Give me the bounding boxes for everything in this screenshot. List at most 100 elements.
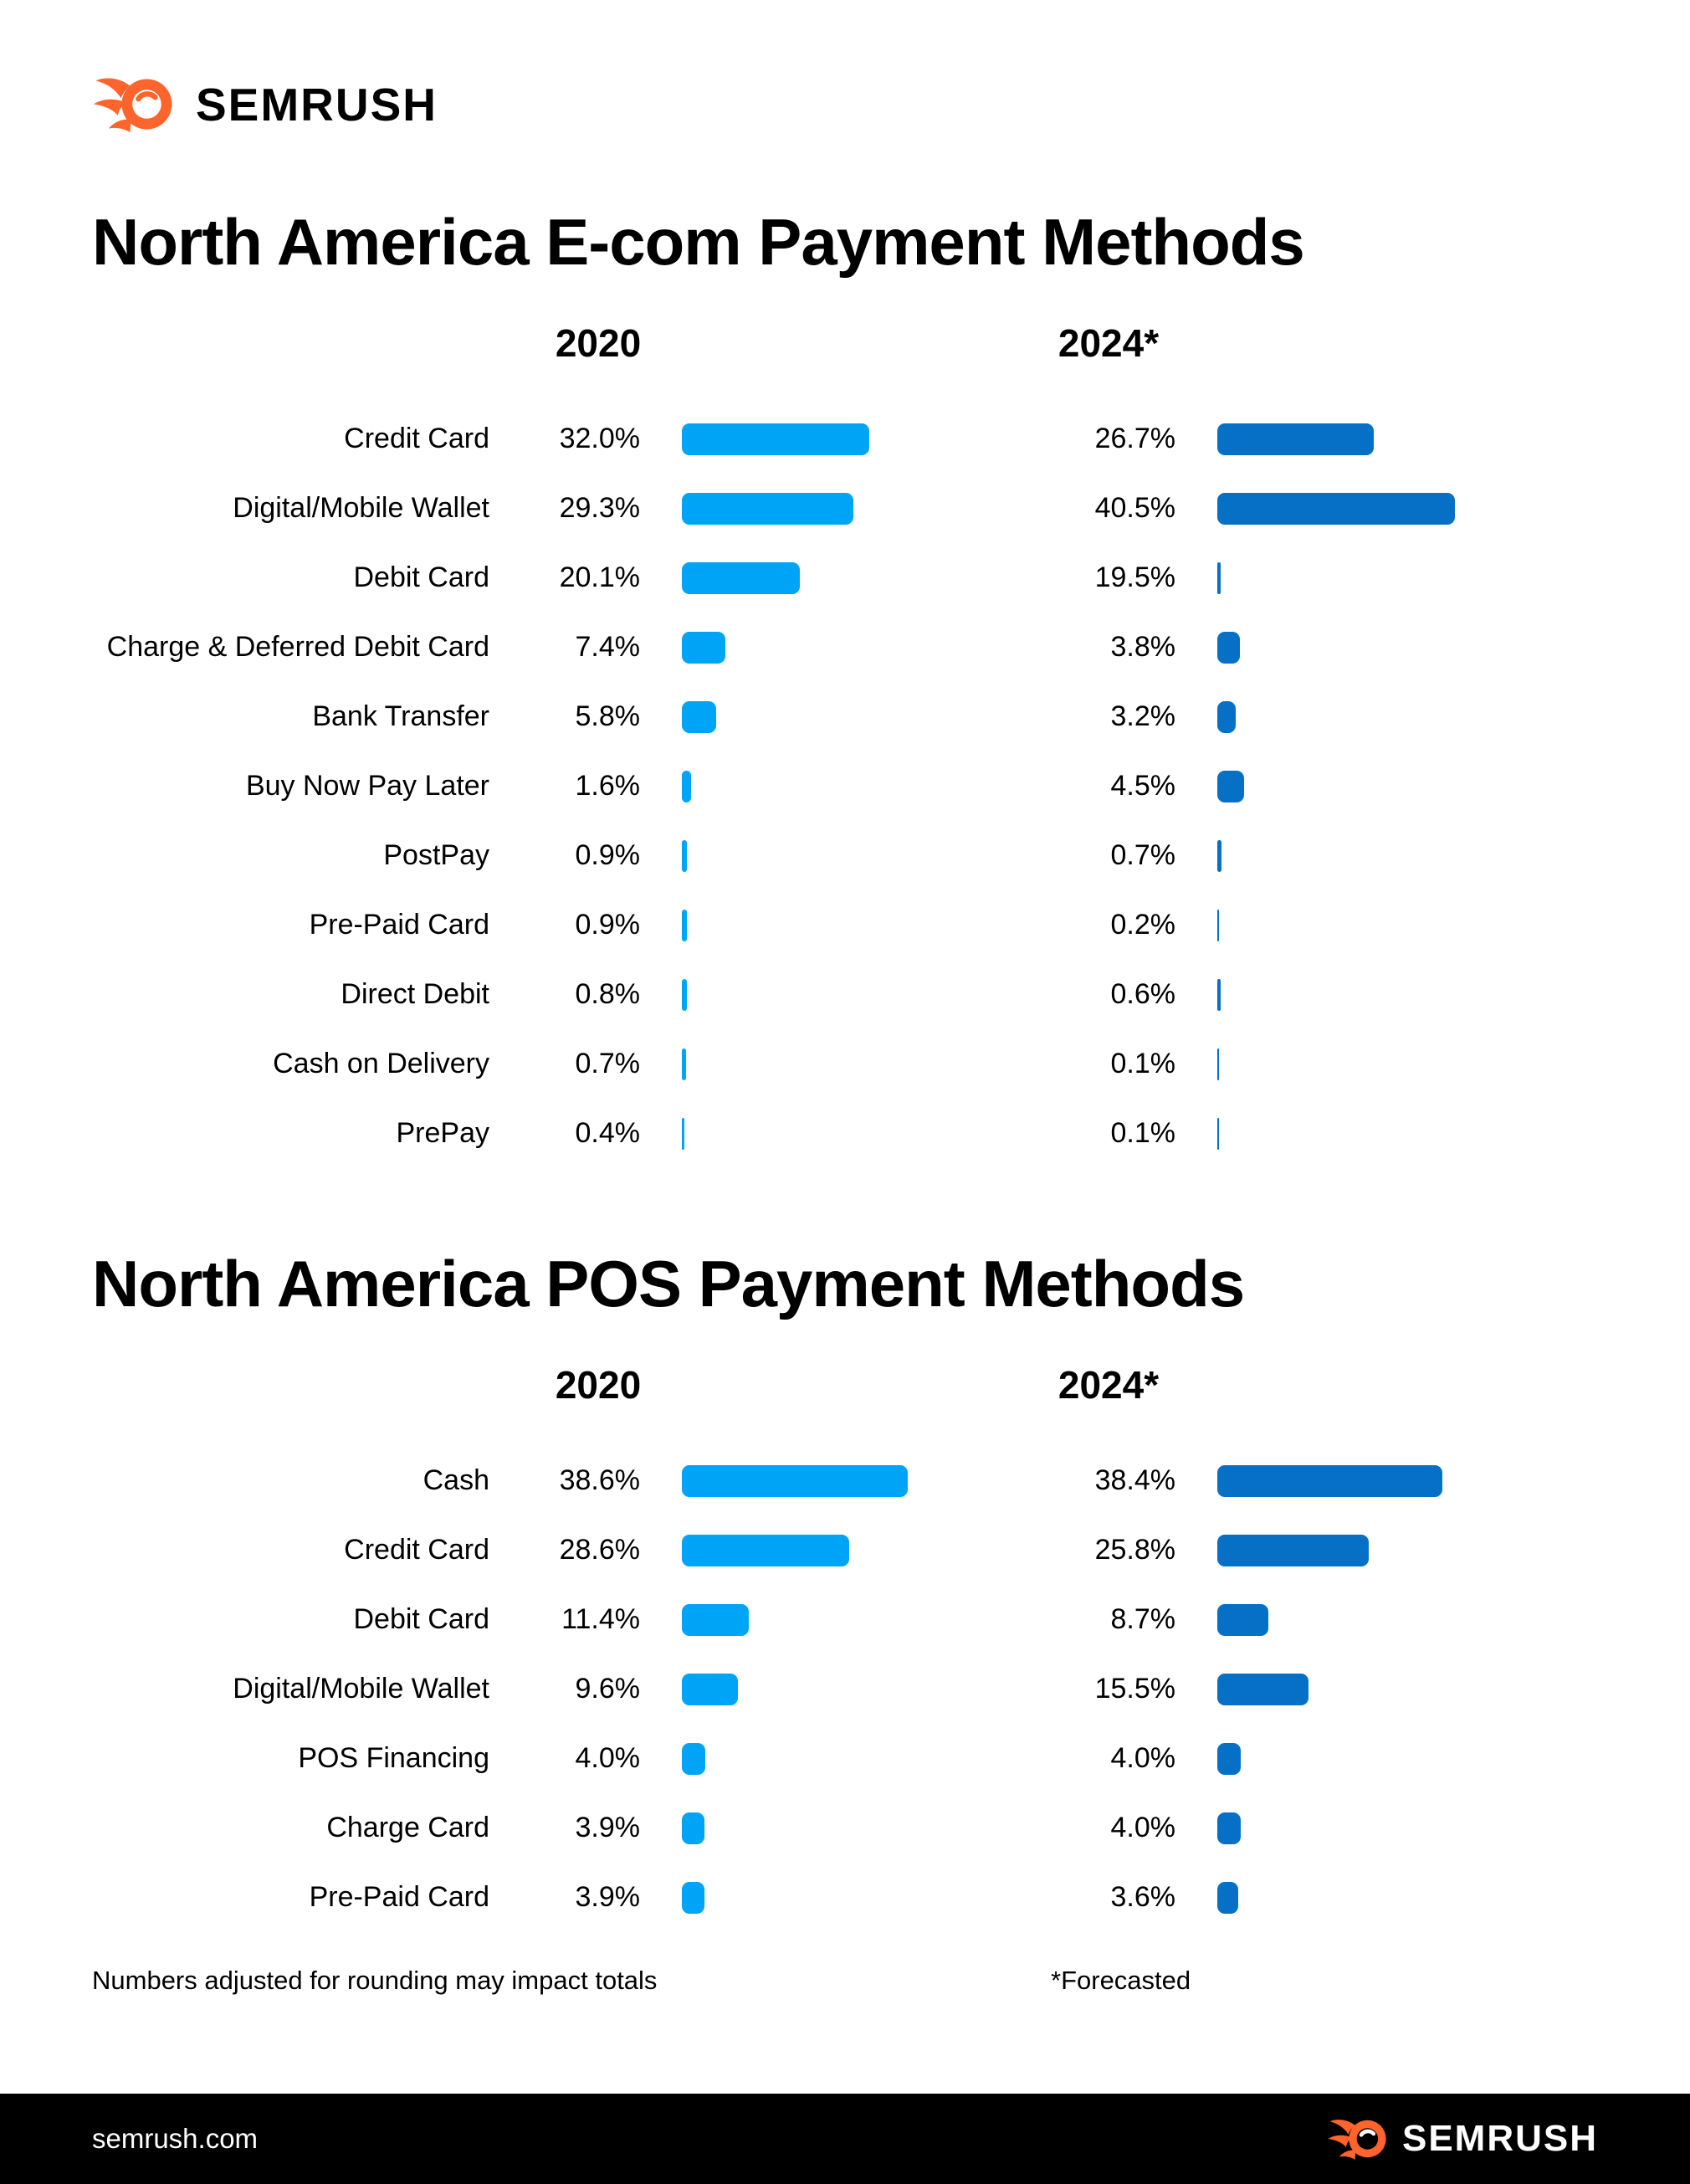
bar-2024 <box>1217 1117 1219 1150</box>
category-label: PostPay <box>383 839 489 872</box>
category-label: Debit Card <box>353 561 489 594</box>
value-2020: 11.4% <box>561 1603 640 1636</box>
bar-cell-2024 <box>1175 492 1598 525</box>
bar-cell-2024 <box>1175 1881 1598 1914</box>
chart-row: Digital/Mobile Wallet 9.6% 15.5% <box>92 1654 1598 1724</box>
semrush-flame-icon <box>92 74 176 135</box>
category-label: Pre-Paid Card <box>309 909 489 941</box>
value-2020: 0.4% <box>575 1117 641 1150</box>
bar-2024 <box>1217 1603 1268 1636</box>
chart-row: Buy Now Pay Later 1.6% 4.5% <box>92 751 1598 821</box>
chart-row: Charge & Deferred Debit Card 7.4% 3.8% <box>92 613 1598 682</box>
value-2020: 38.6% <box>559 1464 640 1497</box>
value-2020: 1.6% <box>575 770 641 802</box>
bar-cell-2024 <box>1175 1742 1598 1775</box>
value-2024: 3.2% <box>1110 700 1176 733</box>
bar-2024 <box>1217 909 1219 941</box>
chart-row: Pre-Paid Card 0.9% 0.2% <box>92 890 1598 960</box>
bar-cell-2020 <box>640 1464 1000 1497</box>
value-2020: 5.8% <box>575 700 641 733</box>
bar-cell-2020 <box>640 492 1000 525</box>
semrush-wordmark: SEMRUSH <box>196 78 438 131</box>
pos-chart-title: North America POS Payment Methods <box>92 1247 1245 1321</box>
bar-2024 <box>1217 1881 1239 1914</box>
value-2020: 0.7% <box>575 1048 641 1080</box>
chart-row: Debit Card 11.4% 8.7% <box>92 1585 1598 1654</box>
value-2020: 3.9% <box>575 1812 641 1844</box>
value-2024: 4.5% <box>1110 770 1176 802</box>
bar-2020 <box>682 1464 909 1497</box>
category-label: PrePay <box>396 1117 490 1150</box>
bar-2024 <box>1217 1812 1241 1844</box>
bar-2024 <box>1217 839 1221 872</box>
bar-cell-2024 <box>1175 561 1598 594</box>
bar-2024 <box>1217 700 1237 733</box>
category-label: Credit Card <box>344 1534 489 1566</box>
category-label: Credit Card <box>344 423 489 455</box>
footer-bar: semrush.com SEMRUSH <box>0 2094 1690 2184</box>
footer-logo: SEMRUSH <box>1327 2116 1598 2161</box>
bar-cell-2024 <box>1175 423 1598 455</box>
value-2020: 3.9% <box>575 1881 641 1914</box>
bar-cell-2024 <box>1175 1464 1598 1497</box>
footnotes: Numbers adjusted for rounding may impact… <box>92 1966 1598 1997</box>
category-label: Charge & Deferred Debit Card <box>106 631 489 664</box>
value-2024: 0.1% <box>1110 1048 1176 1080</box>
chart-row: Credit Card 32.0% 26.7% <box>92 404 1598 474</box>
bar-cell-2020 <box>640 978 1000 1011</box>
bar-cell-2020 <box>640 1048 1000 1080</box>
bar-cell-2020 <box>640 909 1000 941</box>
value-2024: 0.7% <box>1110 839 1176 872</box>
bar-2020 <box>682 1812 705 1844</box>
chart-row: Digital/Mobile Wallet 29.3% 40.5% <box>92 474 1598 543</box>
bar-cell-2020 <box>640 1603 1000 1636</box>
bar-2024 <box>1217 1534 1369 1566</box>
bar-cell-2020 <box>640 1534 1000 1566</box>
chart-row: Bank Transfer 5.8% 3.2% <box>92 682 1598 751</box>
value-2024: 3.6% <box>1110 1881 1176 1914</box>
bar-2020 <box>682 909 688 941</box>
bar-2024 <box>1217 978 1221 1011</box>
value-2024: 15.5% <box>1094 1673 1175 1705</box>
bar-cell-2024 <box>1175 1117 1598 1150</box>
bar-cell-2020 <box>640 631 1000 664</box>
chart-row: Direct Debit 0.8% 0.6% <box>92 960 1598 1029</box>
ecom-chart-rows: Credit Card 32.0% 26.7% Digital/Mobile Wall… <box>92 404 1598 1168</box>
bar-cell-2024 <box>1175 1534 1598 1566</box>
bar-cell-2020 <box>640 700 1000 733</box>
bar-cell-2020 <box>640 1673 1000 1705</box>
rounding-note: Numbers adjusted for rounding may impact… <box>92 1966 658 1996</box>
forecast-note: *Forecasted <box>1051 1966 1191 1996</box>
bar-cell-2024 <box>1175 631 1598 664</box>
bar-2024 <box>1217 631 1240 664</box>
bar-2024 <box>1217 492 1455 525</box>
chart-row: Cash on Delivery 0.7% 0.1% <box>92 1029 1598 1099</box>
pos-column-header-2020: 2020 <box>555 1363 642 1407</box>
value-2024: 26.7% <box>1094 423 1175 455</box>
category-label: Charge Card <box>326 1812 489 1844</box>
value-2024: 4.0% <box>1110 1812 1176 1844</box>
category-label: Cash on Delivery <box>273 1048 489 1080</box>
bar-2020 <box>682 1117 684 1150</box>
bar-2020 <box>682 631 725 664</box>
ecom-column-headers: 2020 2024* <box>92 320 1598 366</box>
bar-cell-2020 <box>640 1117 1000 1150</box>
bar-cell-2020 <box>640 1881 1000 1914</box>
chart-row: PostPay 0.9% 0.7% <box>92 821 1598 890</box>
ecom-chart-section: North America E-com Payment Methods 2020… <box>0 135 1690 1168</box>
bar-cell-2024 <box>1175 839 1598 872</box>
value-2020: 20.1% <box>559 561 640 594</box>
chart-row: Cash 38.6% 38.4% <box>92 1446 1598 1515</box>
value-2020: 29.3% <box>559 492 640 525</box>
chart-row: Pre-Paid Card 3.9% 3.6% <box>92 1863 1598 1932</box>
pos-column-header-2024: 2024* <box>1058 1363 1160 1407</box>
value-2020: 0.9% <box>575 839 641 872</box>
bar-2020 <box>682 700 716 733</box>
bar-2020 <box>682 1673 739 1705</box>
value-2020: 32.0% <box>559 423 640 455</box>
chart-row: Charge Card 3.9% 4.0% <box>92 1793 1598 1863</box>
ecom-column-header-2024: 2024* <box>1058 321 1160 366</box>
value-2020: 28.6% <box>559 1534 640 1566</box>
ecom-chart-title: North America E-com Payment Methods <box>92 205 1305 279</box>
category-label: Debit Card <box>353 1603 489 1636</box>
